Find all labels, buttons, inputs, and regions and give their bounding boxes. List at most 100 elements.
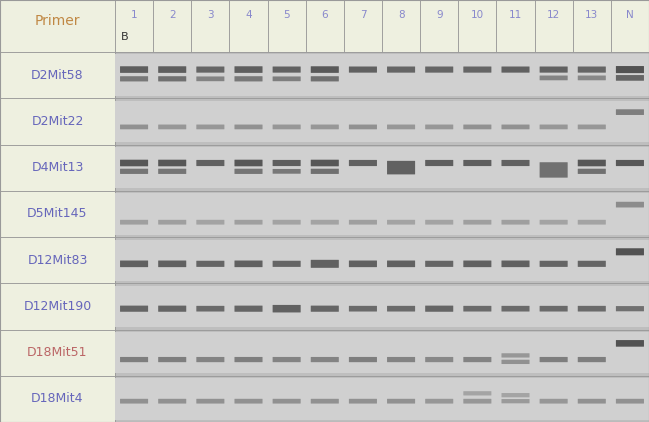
Text: D5Mit145: D5Mit145 — [27, 207, 88, 220]
FancyBboxPatch shape — [311, 160, 339, 166]
FancyBboxPatch shape — [425, 220, 453, 225]
FancyBboxPatch shape — [120, 160, 148, 166]
FancyBboxPatch shape — [425, 67, 453, 73]
Bar — [115, 330, 649, 376]
Text: D4Mit13: D4Mit13 — [31, 161, 84, 174]
Bar — [115, 237, 649, 283]
Text: 5: 5 — [284, 10, 290, 19]
FancyBboxPatch shape — [387, 357, 415, 362]
FancyBboxPatch shape — [578, 399, 606, 403]
FancyBboxPatch shape — [578, 76, 606, 80]
FancyBboxPatch shape — [234, 169, 263, 174]
Bar — [0, 144, 115, 191]
Text: 7: 7 — [360, 10, 366, 19]
Bar — [116, 378, 648, 419]
FancyBboxPatch shape — [463, 124, 491, 129]
FancyBboxPatch shape — [502, 124, 530, 129]
Text: Primer: Primer — [35, 14, 80, 28]
FancyBboxPatch shape — [197, 261, 225, 267]
FancyBboxPatch shape — [197, 160, 225, 166]
FancyBboxPatch shape — [234, 399, 263, 403]
FancyBboxPatch shape — [387, 124, 415, 129]
FancyBboxPatch shape — [273, 399, 300, 403]
FancyBboxPatch shape — [273, 169, 300, 174]
FancyBboxPatch shape — [616, 66, 644, 73]
Bar — [267, 0, 306, 52]
FancyBboxPatch shape — [158, 169, 186, 174]
FancyBboxPatch shape — [120, 306, 148, 312]
Text: 1: 1 — [130, 10, 138, 19]
FancyBboxPatch shape — [234, 306, 263, 312]
Bar — [0, 98, 115, 144]
FancyBboxPatch shape — [502, 67, 530, 73]
FancyBboxPatch shape — [273, 220, 300, 225]
Bar — [496, 0, 535, 52]
FancyBboxPatch shape — [578, 357, 606, 362]
FancyBboxPatch shape — [578, 169, 606, 174]
FancyBboxPatch shape — [311, 357, 339, 362]
FancyBboxPatch shape — [502, 306, 530, 311]
Bar — [116, 54, 648, 96]
FancyBboxPatch shape — [578, 220, 606, 225]
Text: 11: 11 — [509, 10, 522, 19]
FancyBboxPatch shape — [349, 67, 377, 73]
Text: 12: 12 — [547, 10, 560, 19]
FancyBboxPatch shape — [539, 306, 568, 311]
FancyBboxPatch shape — [311, 260, 339, 268]
FancyBboxPatch shape — [311, 66, 339, 73]
FancyBboxPatch shape — [311, 306, 339, 312]
FancyBboxPatch shape — [234, 124, 263, 129]
FancyBboxPatch shape — [463, 260, 491, 267]
Text: 3: 3 — [207, 10, 214, 19]
FancyBboxPatch shape — [539, 399, 568, 403]
FancyBboxPatch shape — [311, 124, 339, 129]
Bar — [230, 0, 267, 52]
Bar — [0, 52, 115, 98]
FancyBboxPatch shape — [349, 124, 377, 129]
FancyBboxPatch shape — [158, 76, 186, 81]
FancyBboxPatch shape — [463, 160, 491, 166]
FancyBboxPatch shape — [463, 220, 491, 225]
FancyBboxPatch shape — [273, 160, 300, 166]
FancyBboxPatch shape — [349, 306, 377, 311]
FancyBboxPatch shape — [197, 76, 225, 81]
FancyBboxPatch shape — [502, 360, 530, 364]
FancyBboxPatch shape — [311, 220, 339, 225]
Bar — [115, 283, 649, 330]
FancyBboxPatch shape — [387, 306, 415, 311]
Bar — [611, 0, 649, 52]
Text: D18Mit51: D18Mit51 — [27, 346, 88, 359]
Text: 10: 10 — [471, 10, 484, 19]
FancyBboxPatch shape — [502, 353, 530, 357]
FancyBboxPatch shape — [578, 67, 606, 73]
FancyBboxPatch shape — [387, 260, 415, 267]
FancyBboxPatch shape — [234, 160, 263, 166]
FancyBboxPatch shape — [502, 393, 530, 398]
FancyBboxPatch shape — [273, 305, 300, 312]
FancyBboxPatch shape — [578, 160, 606, 166]
FancyBboxPatch shape — [387, 67, 415, 73]
Bar — [153, 0, 191, 52]
Text: 9: 9 — [436, 10, 443, 19]
FancyBboxPatch shape — [158, 66, 186, 73]
FancyBboxPatch shape — [425, 357, 453, 362]
FancyBboxPatch shape — [197, 357, 225, 362]
Text: 2: 2 — [169, 10, 175, 19]
FancyBboxPatch shape — [234, 260, 263, 267]
Bar — [191, 0, 230, 52]
FancyBboxPatch shape — [197, 220, 225, 225]
FancyBboxPatch shape — [349, 160, 377, 166]
FancyBboxPatch shape — [387, 161, 415, 174]
FancyBboxPatch shape — [463, 357, 491, 362]
FancyBboxPatch shape — [539, 124, 568, 129]
FancyBboxPatch shape — [120, 357, 148, 362]
FancyBboxPatch shape — [197, 67, 225, 73]
FancyBboxPatch shape — [120, 169, 148, 174]
FancyBboxPatch shape — [234, 66, 263, 73]
FancyBboxPatch shape — [616, 248, 644, 255]
FancyBboxPatch shape — [616, 75, 644, 81]
FancyBboxPatch shape — [578, 306, 606, 311]
FancyBboxPatch shape — [273, 67, 300, 73]
Bar — [572, 0, 611, 52]
Bar — [0, 376, 115, 422]
